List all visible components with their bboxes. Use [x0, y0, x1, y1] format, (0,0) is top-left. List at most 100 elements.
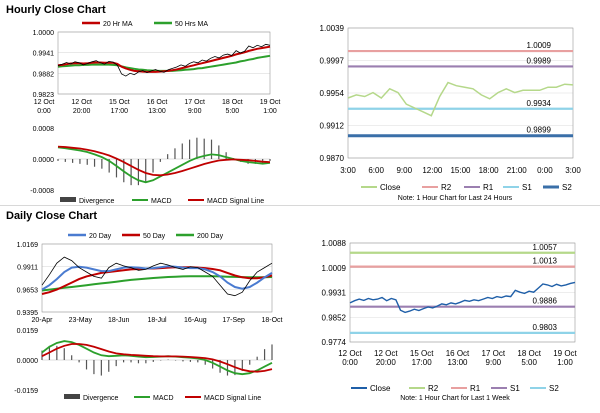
y-tick-label: 0.9774: [322, 338, 347, 347]
x-tick-label: 15:00: [450, 166, 471, 175]
legend-label-r2: R2: [428, 384, 439, 393]
y-tick-label: 0.9911: [17, 265, 38, 272]
pivot-label-r2: 1.0057: [533, 243, 558, 252]
x-tick-label: 18-Oct: [261, 317, 282, 324]
x-tick-label: 20:00: [376, 358, 397, 367]
x-tick-label: 17:00: [111, 108, 129, 115]
legend-label-s2: S2: [549, 384, 559, 393]
pivot-label-s1: 0.9886: [533, 297, 558, 306]
legend-label-50-day: 50 Day: [143, 233, 166, 240]
y-tick-label: 1.0009: [322, 264, 347, 273]
legend-label-r1: R1: [483, 183, 494, 192]
section-divider: [0, 205, 600, 206]
legend-swatch-divergence: [60, 197, 76, 202]
x-tick-label: 6:00: [368, 166, 384, 175]
y-tick-label: 0.9395: [17, 310, 39, 317]
x-tick-label: 12 Oct: [374, 349, 398, 358]
y-tick-label: 1.0000: [33, 30, 55, 37]
y-tick-label: 0.9954: [320, 89, 345, 98]
y-tick-label: 0.9997: [320, 57, 345, 66]
legend-label-50-hrs-ma: 50 Hrs MA: [175, 21, 208, 28]
x-tick-label: 17 Oct: [184, 99, 205, 106]
series-line-20-day: [41, 265, 273, 291]
y-tick-label: 0.9941: [33, 51, 55, 58]
daily-pivot-chart: 1.0088 1.0009 0.9931 0.9852 0.9774 1.0057 1.00…: [322, 239, 578, 402]
x-tick-label: 13:00: [447, 358, 468, 367]
x-tick-label: 12 Oct: [338, 349, 362, 358]
x-tick-label: 15 Oct: [109, 99, 130, 106]
x-tick-label: 20-Apr: [31, 317, 53, 324]
x-tick-label: 12 Oct: [34, 99, 55, 106]
x-tick-label: 16 Oct: [446, 349, 470, 358]
legend-label-divergence: Divergence: [79, 198, 115, 205]
pivot-label-r1: 0.9989: [527, 56, 552, 65]
x-tick-label: 16-Aug: [184, 317, 207, 324]
plot-frame: [347, 27, 574, 159]
x-tick-label: 1:00: [557, 358, 573, 367]
series-line-50-day: [41, 266, 273, 295]
y-tick-label: 0.9912: [320, 122, 345, 131]
legend-label-close: Close: [380, 183, 401, 192]
y-tick-label: 0.0159: [17, 328, 39, 335]
x-tick-label: 5:00: [226, 108, 240, 115]
series-line-200-day: [41, 275, 273, 292]
series-line-macd: [41, 340, 273, 376]
legend-label-r1: R1: [470, 384, 481, 393]
x-tick-label: 18 Oct: [517, 349, 541, 358]
y-tick-label: 1.0088: [322, 239, 347, 248]
legend-label-20-hr-ma: 20 Hr MA: [103, 21, 133, 28]
pivot-label-r2: 1.0009: [527, 41, 552, 50]
series-line-close: [41, 256, 273, 297]
legend-label-20-day: 20 Day: [89, 233, 112, 240]
series-line-close: [349, 281, 576, 314]
x-tick-label: 5:00: [521, 358, 537, 367]
y-tick-label: 0.0000: [33, 157, 55, 164]
y-tick-label: 0.9931: [322, 289, 347, 298]
x-tick-label: 21:00: [507, 166, 528, 175]
legend-label-200-day: 200 Day: [197, 233, 224, 240]
series-line-macd: [57, 146, 271, 184]
x-tick-label: 17 Oct: [482, 349, 506, 358]
x-tick-label: 19 Oct: [260, 99, 281, 106]
x-tick-label: 18-Jul: [147, 317, 167, 324]
series-line-macd-signal-line: [57, 145, 271, 177]
legend-label-close: Close: [370, 384, 391, 393]
x-tick-label: 0:00: [537, 166, 553, 175]
legend-label-macd: MACD: [153, 395, 174, 402]
x-tick-label: 18 Oct: [222, 99, 243, 106]
series-line-close: [57, 43, 271, 77]
pivot-label-s2: 0.9899: [527, 126, 552, 135]
y-tick-label: 0.0008: [33, 126, 55, 133]
hourly-pivot-chart: 1.0039 0.9997 0.9954 0.9912 0.9870 1.0009 0.99…: [320, 24, 582, 202]
y-tick-label: 0.9882: [33, 71, 55, 78]
plot-frame: [349, 242, 576, 343]
x-tick-label: 0:00: [342, 358, 358, 367]
hourly-price-chart: 20 Hr MA 50 Hrs MA 1.0000 0.9941 0.9882 0.982…: [33, 21, 281, 115]
daily-macd-chart: 0.0159 0.0000 -0.0159 Divergence MACD MACD Si…: [14, 328, 273, 402]
pivot-label-r1: 1.0013: [533, 257, 558, 266]
legend-label-s2: S2: [562, 183, 572, 192]
y-tick-label: 0.0000: [17, 358, 39, 365]
x-tick-label: 13:00: [148, 108, 166, 115]
x-tick-label: 12:00: [422, 166, 443, 175]
series-line-macd-signal-line: [41, 343, 273, 373]
legend-label-divergence: Divergence: [83, 395, 119, 402]
x-tick-label: 18-Jun: [108, 317, 130, 324]
x-tick-label: 16 Oct: [147, 99, 168, 106]
x-tick-label: 9:00: [486, 358, 502, 367]
y-tick-label: 0.9823: [33, 92, 55, 99]
series-line-close: [347, 81, 574, 117]
plot-frame: [57, 31, 271, 95]
x-tick-label: 9:00: [188, 108, 202, 115]
legend-label-macd-signal-line: MACD Signal Line: [204, 395, 261, 402]
chart-note: Note: 1 Hour Chart for Last 1 Week: [400, 395, 510, 402]
y-tick-label: -0.0008: [30, 188, 54, 195]
x-tick-label: 18:00: [479, 166, 500, 175]
legend-label-s1: S1: [522, 183, 532, 192]
x-tick-label: 19 Oct: [553, 349, 577, 358]
x-tick-label: 9:00: [396, 166, 412, 175]
legend-label-r2: R2: [441, 183, 452, 192]
hourly-macd-chart: 0.0008 0.0000 -0.0008 Divergence MACD MACD Si…: [30, 126, 271, 205]
daily-section-title: Daily Close Chart: [6, 210, 98, 222]
x-tick-label: 17-Sep: [222, 317, 245, 324]
